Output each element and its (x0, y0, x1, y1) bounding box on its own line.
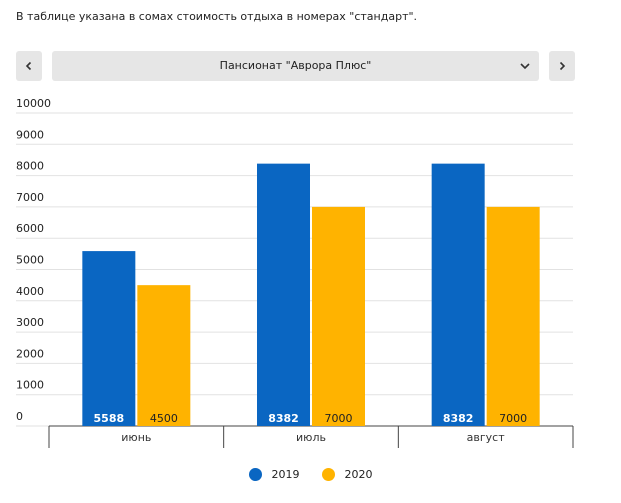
y-tick-label: 7000 (16, 191, 44, 204)
legend-item-2019[interactable]: 2019 (248, 468, 300, 481)
y-tick-label: 2000 (16, 347, 44, 360)
bar-2020[interactable] (312, 206, 365, 426)
legend-swatch (321, 468, 335, 481)
bar-value-label: 4500 (150, 412, 178, 425)
bar-2020[interactable] (486, 206, 540, 426)
y-tick-label: 6000 (16, 222, 44, 235)
x-tick-label: июль (296, 431, 326, 444)
y-tick-label: 3000 (16, 316, 44, 329)
legend-label: 2020 (344, 468, 373, 481)
y-tick-label: 0 (16, 410, 23, 423)
chevron-down-icon (520, 63, 530, 70)
chevron-right-icon (559, 61, 566, 71)
bar-2019[interactable] (82, 251, 136, 426)
chart-legend: 2019 2020 (0, 468, 621, 481)
chart-caption: В таблице указана в сомах стоимость отды… (16, 10, 418, 23)
legend-swatch (248, 468, 262, 481)
next-button[interactable] (549, 51, 575, 81)
y-tick-label: 4000 (16, 285, 44, 298)
bar-value-label: 7000 (499, 412, 527, 425)
bar-2019[interactable] (257, 163, 310, 426)
bar-value-label: 8382 (443, 412, 474, 425)
bar-value-label: 5588 (94, 412, 125, 425)
y-tick-label: 8000 (16, 160, 44, 173)
bar-value-label: 7000 (325, 412, 353, 425)
y-tick-label: 1000 (16, 379, 44, 392)
pension-select-value: Пансионат "Аврора Плюс" (219, 59, 372, 72)
bar-2020[interactable] (137, 285, 191, 426)
y-tick-label: 9000 (16, 128, 44, 141)
pension-select[interactable]: Пансионат "Аврора Плюс" (52, 51, 539, 81)
x-tick-label: август (467, 431, 506, 444)
bar-chart: 0 1000 2000 3000 4000 5000 6000 7000 8000 9000 100… (16, 97, 574, 448)
x-tick-label: июнь (121, 431, 151, 444)
prev-button[interactable] (16, 51, 42, 81)
bar-2019[interactable] (431, 163, 485, 426)
y-tick-label: 5000 (16, 254, 44, 267)
legend-label: 2019 (271, 468, 300, 481)
bar-value-label: 8382 (268, 412, 299, 425)
y-tick-label: 10000 (16, 97, 51, 110)
chevron-left-icon (25, 61, 32, 71)
legend-item-2020[interactable]: 2020 (321, 468, 373, 481)
